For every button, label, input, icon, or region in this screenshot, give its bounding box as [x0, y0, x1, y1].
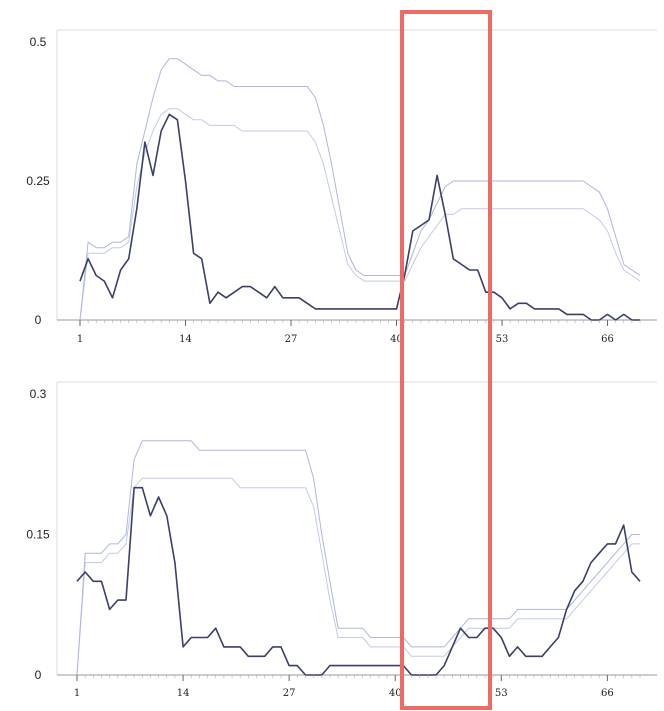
- y-tick-label: 0: [35, 313, 42, 327]
- x-tick-label: 40: [389, 688, 402, 699]
- bottom-chart-panel: 1 14 27 40 53 66 0 0.15 0.3: [26, 381, 657, 699]
- series-line-band-lower: [76, 477, 640, 676]
- series-line-band-lower: [79, 108, 641, 321]
- series-line-band-upper: [76, 440, 640, 676]
- y-tick-label: 0.15: [26, 528, 50, 542]
- y-tick-label: 0.25: [26, 174, 50, 188]
- x-tick-label: 1: [74, 688, 80, 699]
- x-tick-label: 1: [77, 334, 83, 345]
- y-tick-label: 0: [35, 668, 42, 682]
- y-tick-label: 0.5: [30, 35, 47, 49]
- x-tick-label: 14: [177, 688, 190, 699]
- x-tick-label: 40: [390, 334, 403, 345]
- x-tick-label: 66: [601, 688, 614, 699]
- series-line-band-upper: [79, 58, 641, 321]
- x-tick-label: 27: [285, 334, 298, 345]
- x-tick-label: 53: [495, 688, 508, 699]
- x-tick-label: 14: [179, 334, 192, 345]
- x-tick-label: 53: [496, 334, 509, 345]
- series-line-main: [76, 486, 641, 676]
- y-tick-label: 0.3: [30, 387, 47, 401]
- x-tick-label: 27: [283, 688, 296, 699]
- series-line-main: [79, 113, 640, 321]
- top-chart-panel: 1 14 27 40 53 66 0 0.25 0.5: [26, 29, 657, 345]
- highlight-layer: [400, 10, 492, 710]
- x-tick-label: 66: [601, 334, 614, 345]
- highlight-rectangle: [400, 10, 492, 710]
